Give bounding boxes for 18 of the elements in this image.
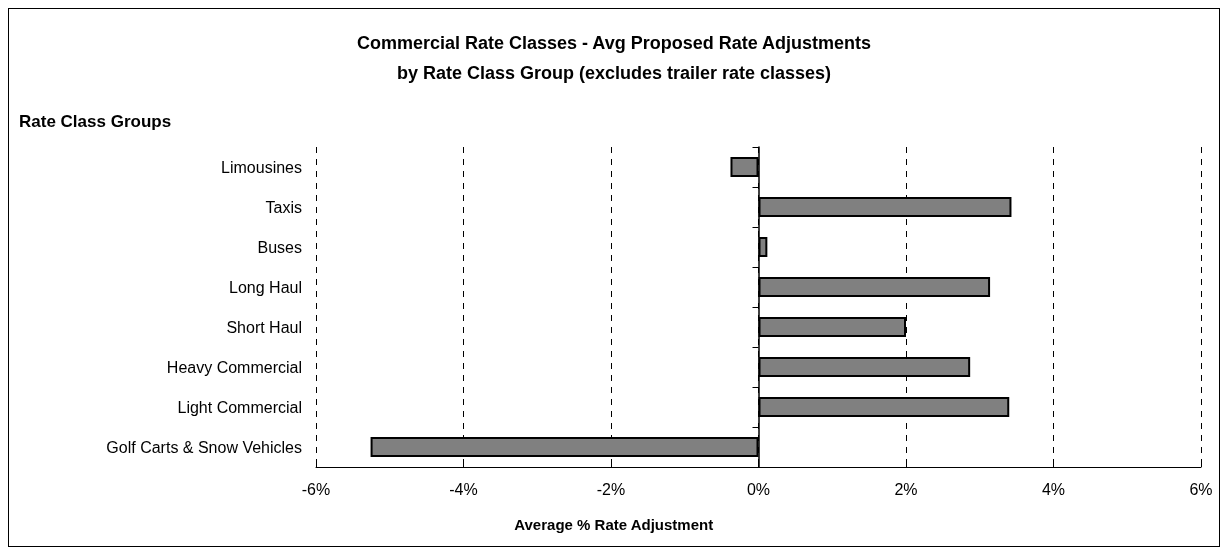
y-tick-label: Golf Carts & Snow Vehicles xyxy=(106,438,302,456)
y-tick-label: Heavy Commercial xyxy=(166,358,302,376)
y-tick-label: Light Commercial xyxy=(177,398,302,416)
x-tick-label: 0% xyxy=(746,480,771,498)
chart-title: Commercial Rate Classes - Avg Proposed Rate Adjustments by Rate Class Group (excludes trailer rate classes) xyxy=(356,33,872,83)
x-tick-label: 2% xyxy=(894,480,918,498)
x-tick-label: -6% xyxy=(301,480,331,498)
x-tick-label: 4% xyxy=(1041,480,1066,498)
x-tick-label: -4% xyxy=(449,480,478,498)
y-tick-label: Short Haul xyxy=(226,318,302,336)
y-tick-label: Limousines xyxy=(221,158,302,176)
x-tick-label: 6% xyxy=(1189,480,1213,498)
x-axis-title: Average % Rate Adjustment xyxy=(514,516,714,533)
y-axis-title: Rate Class Groups xyxy=(19,112,172,131)
y-tick-label: Long Haul xyxy=(229,278,302,296)
x-tick-label: -2% xyxy=(596,480,626,498)
y-tick-label: Taxis xyxy=(265,198,302,216)
y-tick-label: Buses xyxy=(257,238,302,256)
